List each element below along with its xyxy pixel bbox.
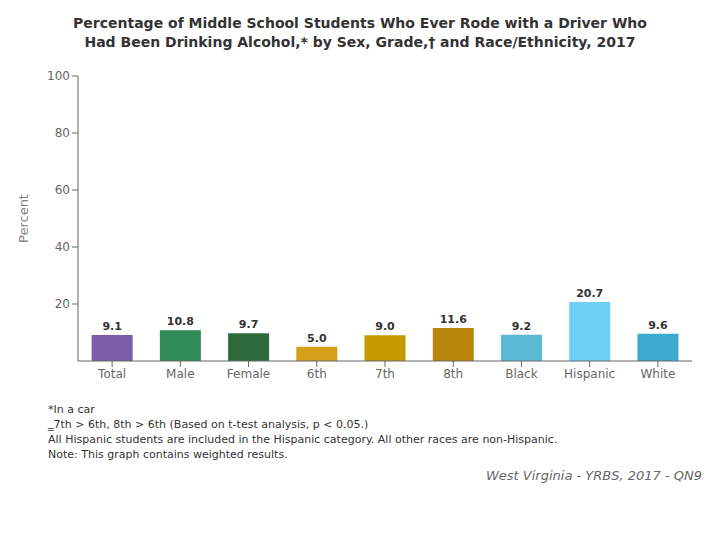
svg-text:40: 40 (55, 240, 70, 254)
svg-text:100: 100 (47, 69, 70, 83)
svg-text:9.6: 9.6 (648, 319, 668, 332)
svg-text:9.2: 9.2 (512, 320, 532, 333)
svg-text:10.8: 10.8 (167, 315, 194, 328)
svg-text:Male: Male (166, 367, 194, 381)
svg-text:7th: 7th (375, 367, 395, 381)
svg-text:9.0: 9.0 (375, 320, 395, 333)
svg-text:9.7: 9.7 (239, 318, 259, 331)
svg-text:6th: 6th (307, 367, 327, 381)
svg-text:80: 80 (55, 126, 70, 140)
html-text:Had Been Drinking Alcohol,* by: Had Been Drinking Alcohol,* by Sex, Grad… (84, 34, 636, 50)
svg-text:White: White (640, 367, 675, 381)
svg-text:5.0: 5.0 (307, 332, 327, 345)
svg-text:Female: Female (227, 367, 270, 381)
svg-text:20.7: 20.7 (576, 287, 603, 300)
svg-text:9.1: 9.1 (102, 320, 122, 333)
svg-text:Black: Black (505, 367, 538, 381)
svg-text:Total: Total (97, 367, 126, 381)
html-text:Note: This graph contains weig: Note: This graph contains weighted resul… (48, 448, 288, 461)
html-text:Percentage of Middle School St: Percentage of Middle School Students Who… (73, 15, 647, 31)
html-text:West Virginia - YRBS, 2017 - Q: West Virginia - YRBS, 2017 - QN9 (486, 468, 702, 483)
svg-text:11.6: 11.6 (440, 313, 467, 326)
svg-text:Percent: Percent (16, 194, 31, 243)
html-text:All Hispanic students are incl: All Hispanic students are included in th… (48, 433, 558, 446)
svg-text:60: 60 (55, 183, 70, 197)
html-text:‗7th > 6th, 8th > 6th (Based o: ‗7th > 6th, 8th > 6th (Based on t-test a… (48, 418, 369, 431)
svg-text:8th: 8th (443, 367, 463, 381)
html-text:*In a car: *In a car (48, 403, 95, 416)
svg-text:20: 20 (55, 297, 70, 311)
svg-text:Hispanic: Hispanic (564, 367, 615, 381)
